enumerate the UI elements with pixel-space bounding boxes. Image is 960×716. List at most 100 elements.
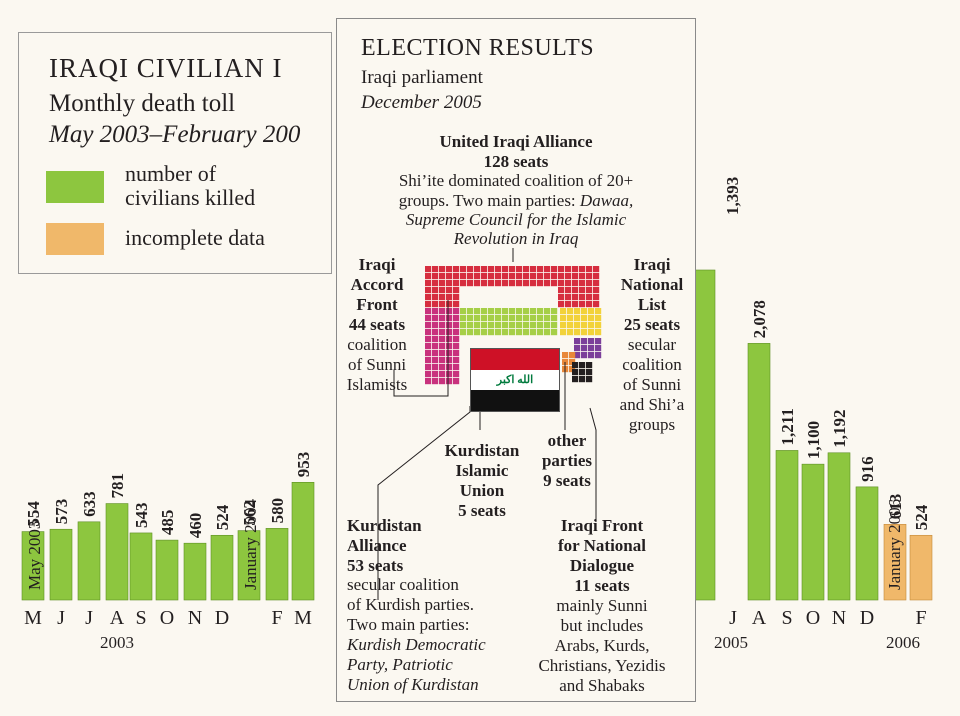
bar	[77, 521, 101, 601]
bar	[210, 534, 234, 601]
bar	[801, 463, 825, 601]
iaf-line-1: Iraqi	[358, 255, 396, 274]
ifnd-desc-2: but includes	[560, 616, 644, 635]
ifnd-desc-3: Arabs, Kurds,	[554, 636, 650, 655]
value-label: 953	[294, 452, 313, 478]
uia-name: United Iraqi Alliance	[439, 132, 593, 151]
month-tick-label: A	[752, 607, 767, 629]
month-tick-label: S	[135, 607, 146, 629]
value-label: 580	[268, 498, 287, 524]
month-tick-label: F	[271, 607, 282, 629]
bar	[775, 450, 799, 601]
other-line-2: parties	[541, 451, 593, 470]
bar	[155, 539, 179, 601]
inl-desc-2: coalition	[622, 355, 682, 374]
value-label: 781	[108, 473, 127, 499]
ifnd-seats: 11 seats	[574, 576, 630, 595]
bar	[183, 542, 207, 601]
inl-line-1: Iraqi	[633, 255, 671, 274]
bar	[909, 534, 933, 601]
panel-subtitle-1: Iraqi parliament	[361, 67, 483, 88]
uia-desc-2a: groups. Two main parties:	[398, 191, 576, 210]
iaf-seats: 44 seats	[348, 315, 406, 334]
bar	[21, 531, 45, 601]
bar	[265, 528, 289, 601]
in-bar-label: January 2004	[241, 498, 260, 590]
chart-subtitle: Monthly death toll	[49, 90, 236, 117]
value-label: 460	[186, 513, 205, 539]
ifnd-line-2: for National	[558, 536, 646, 555]
kiu-seats: 5 seats	[458, 501, 506, 520]
value-label: 633	[80, 491, 99, 517]
kiu-line-3: Union	[459, 481, 505, 500]
value-label: 2,078	[750, 300, 769, 338]
value-label: 524	[912, 504, 931, 530]
bar	[49, 528, 73, 601]
inl-seats: 25 seats	[623, 315, 681, 334]
flag-takbir: الله اكبر	[471, 369, 559, 391]
iaf-desc-2: of Sunni	[347, 355, 407, 374]
value-label: 485	[158, 510, 177, 536]
ka-desc-6: Union of Kurdistan	[347, 675, 479, 694]
month-tick-label: N	[832, 607, 846, 629]
legend-label-incomplete: incomplete data	[125, 225, 265, 250]
ka-desc-4: Kurdish Democratic	[347, 635, 486, 654]
value-label: 554	[24, 501, 43, 527]
year-label: 2003	[100, 633, 134, 652]
month-tick-label: S	[781, 607, 792, 629]
value-label: 613	[886, 494, 905, 520]
inl-desc-5: groups	[628, 415, 676, 434]
month-tick-label: J	[57, 607, 65, 629]
bar	[105, 503, 129, 601]
ifnd-desc-1: mainly Sunni	[556, 596, 648, 615]
value-label: 1,393	[723, 177, 742, 215]
ifnd-desc-4: Christians, Yezidis	[538, 656, 666, 675]
ka-line-2: Alliance	[347, 536, 407, 555]
bar	[237, 530, 261, 601]
uia-desc-2: groups. Two main parties: Dawaa,	[337, 191, 695, 211]
inl-desc-4: and Shi’a	[619, 395, 685, 414]
month-tick-label: O	[806, 607, 820, 629]
ka-seats: 53 seats	[347, 556, 404, 575]
value-label: 1,211	[778, 408, 797, 445]
legend-label-killed-2: civilians killed	[125, 185, 256, 210]
kiu-line-1: Kurdistan	[444, 441, 520, 460]
ka-desc-2: of Kurdish parties.	[347, 595, 475, 614]
value-label: 543	[132, 502, 151, 528]
other-seats: 9 seats	[543, 471, 591, 490]
ka-desc-5: Party, Patriotic	[347, 655, 453, 674]
value-label: 573	[52, 499, 71, 525]
month-tick-label: J	[729, 607, 737, 629]
value-label: 562	[240, 500, 259, 526]
month-tick-label: A	[110, 607, 125, 629]
chart-title: IRAQI CIVILIAN I	[49, 53, 283, 83]
ka-line-1: Kurdistan	[347, 516, 422, 535]
month-tick-label: N	[188, 607, 202, 629]
inl-line-3: List	[637, 295, 667, 314]
value-label: 916	[858, 456, 877, 482]
panel-title: ELECTION RESULTS	[361, 35, 595, 61]
bar	[855, 486, 879, 601]
bar	[747, 343, 771, 601]
value-label: 1,192	[830, 410, 849, 448]
iaf-desc-3: Islamists	[346, 375, 408, 394]
year-label: 2005	[714, 633, 748, 652]
month-tick-label: F	[915, 607, 926, 629]
value-label: 524	[213, 504, 232, 530]
uia-desc-1: Shi’ite dominated coalition of 20+	[398, 171, 634, 190]
bar	[827, 452, 851, 601]
month-tick-label: D	[860, 607, 874, 629]
month-tick-label: D	[215, 607, 229, 629]
bar	[291, 482, 315, 601]
chart-legend: IRAQI CIVILIAN I Monthly death toll May …	[18, 32, 332, 274]
in-bar-label: January 2006	[885, 499, 904, 590]
uia-seats: 128 seats	[483, 152, 549, 171]
bar	[129, 532, 153, 601]
inl-desc-3: of Sunni	[622, 375, 682, 394]
iaf-desc-1: coalition	[347, 335, 407, 354]
legend-swatch-killed	[46, 171, 104, 203]
month-tick-label: J	[85, 607, 93, 629]
other-line-1: other	[547, 431, 587, 450]
